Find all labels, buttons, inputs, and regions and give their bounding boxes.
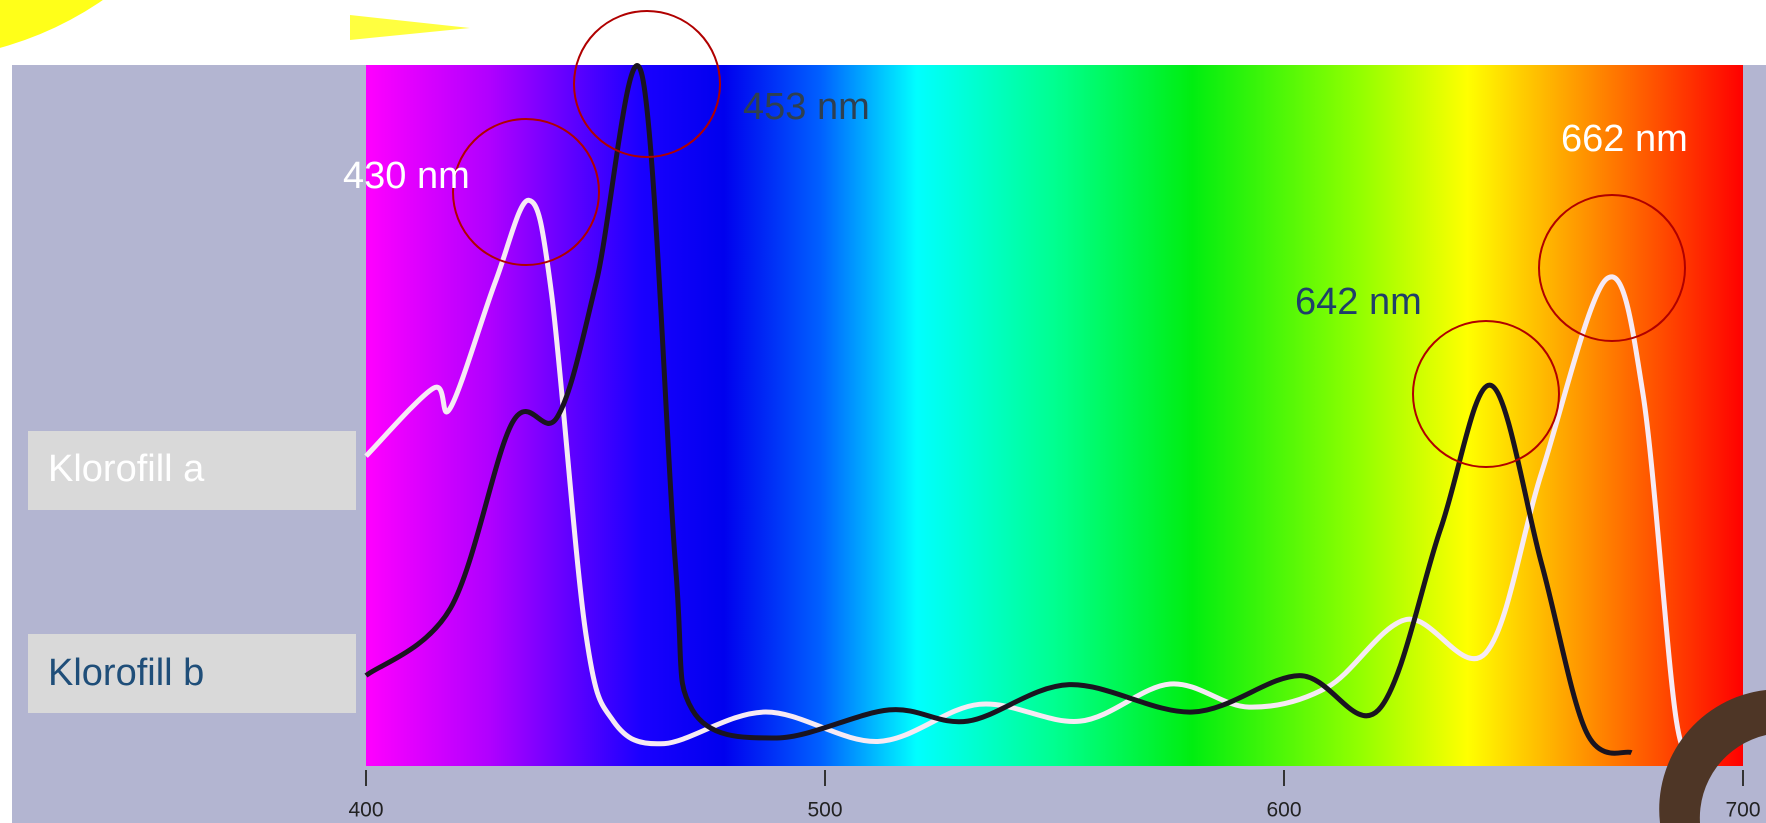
x-tick-label: 400 — [348, 799, 383, 822]
annotation: 430 nm — [343, 155, 470, 197]
x-tick-label: 700 — [1725, 799, 1760, 822]
annotation: 642 nm — [1295, 281, 1422, 323]
circle — [452, 118, 600, 266]
annotation: 453 nm — [743, 86, 870, 128]
legend-label: Klorofill b — [48, 652, 204, 694]
circle — [1538, 194, 1686, 342]
annotation: 662 nm — [1561, 118, 1688, 160]
spectrum — [366, 65, 1743, 766]
logo — [1659, 690, 1766, 823]
legend-box — [28, 634, 356, 713]
x-tick-label: 500 — [807, 799, 842, 822]
sun-ray — [350, 15, 470, 40]
highlight-circles — [452, 10, 1686, 468]
absorption-curve — [364, 197, 1701, 759]
sun — [0, 0, 103, 48]
circle — [573, 10, 721, 158]
legend-label: Klorofill a — [48, 448, 205, 490]
legend-box — [28, 431, 356, 510]
x-tick-label: 600 — [1266, 799, 1301, 822]
absorption-curve — [364, 63, 1633, 756]
circle — [1412, 320, 1560, 468]
